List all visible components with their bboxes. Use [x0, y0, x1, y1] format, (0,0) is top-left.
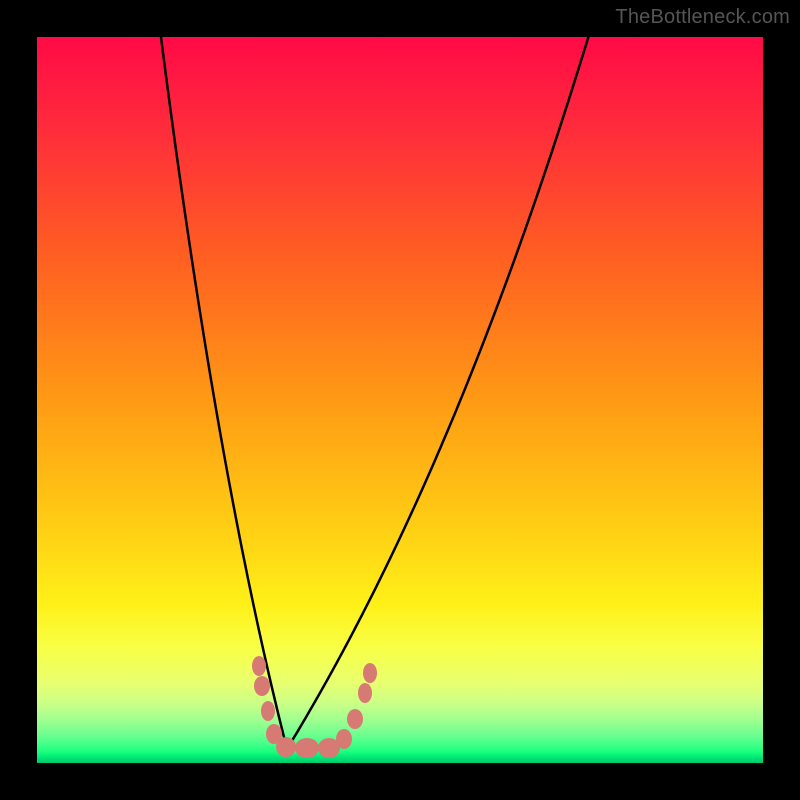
curve-marker	[252, 656, 266, 676]
curve-marker	[276, 737, 296, 757]
watermark-text: TheBottleneck.com	[615, 6, 790, 29]
curve-marker	[358, 683, 372, 703]
curve-marker	[261, 701, 275, 721]
curve-marker	[295, 738, 319, 758]
plot-gradient-area	[37, 37, 763, 763]
curve-marker	[347, 709, 363, 729]
marker-cluster	[252, 656, 377, 758]
bottleneck-curve-path	[160, 37, 594, 747]
curve-marker	[363, 663, 377, 683]
bottleneck-curve-svg	[37, 37, 763, 763]
curve-marker	[336, 729, 352, 749]
curve-marker	[254, 676, 270, 696]
